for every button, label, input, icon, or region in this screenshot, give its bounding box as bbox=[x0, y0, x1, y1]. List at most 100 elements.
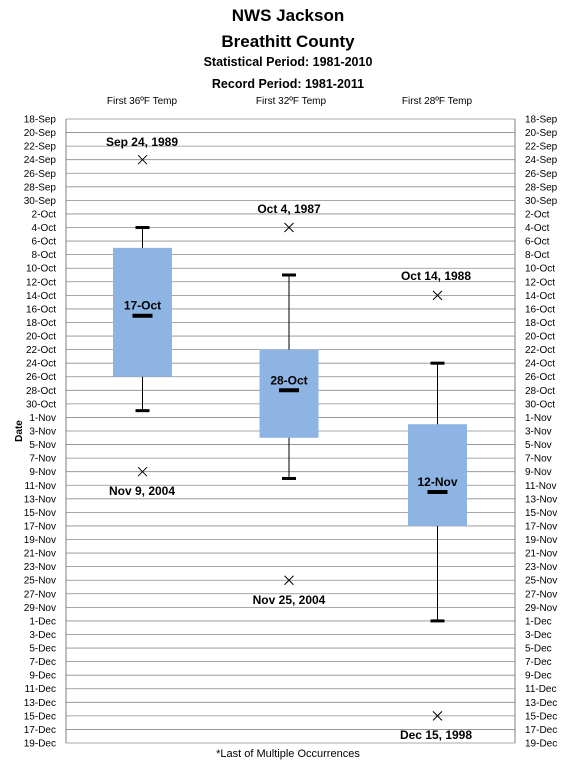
y-tick-label-right: 21-Nov bbox=[525, 549, 557, 560]
y-tick-label-left: 12-Oct bbox=[26, 277, 56, 288]
record-marker bbox=[137, 466, 148, 477]
y-tick-label-left: 3-Dec bbox=[29, 630, 56, 641]
y-tick-label-left: 10-Oct bbox=[26, 264, 56, 275]
y-tick-label-left: 17-Dec bbox=[24, 725, 56, 736]
y-tick-label-left: 20-Sep bbox=[24, 128, 57, 139]
y-tick-label-right: 7-Nov bbox=[525, 454, 552, 465]
y-tick-label-right: 10-Oct bbox=[525, 264, 555, 275]
y-tick-label-left: 13-Nov bbox=[24, 494, 56, 505]
y-tick-label-right: 20-Oct bbox=[525, 332, 555, 343]
y-tick-label-right: 9-Nov bbox=[525, 467, 552, 478]
y-tick-label-right: 16-Oct bbox=[525, 304, 555, 315]
y-tick-label-right: 11-Nov bbox=[525, 481, 557, 492]
y-tick-label-left: 24-Sep bbox=[24, 155, 57, 166]
y-tick-label-right: 22-Sep bbox=[525, 142, 558, 153]
y-tick-label-right: 29-Nov bbox=[525, 603, 557, 614]
category-label-36f: First 36ºF Temp bbox=[106, 96, 178, 107]
y-tick-label-right: 26-Sep bbox=[525, 169, 558, 180]
median-label: 28-Oct bbox=[270, 373, 307, 387]
y-tick-label-right: 14-Oct bbox=[525, 291, 555, 302]
y-tick-label-right: 23-Nov bbox=[525, 562, 557, 573]
y-tick-label-right: 13-Dec bbox=[525, 698, 557, 709]
y-tick-label-left: 3-Nov bbox=[29, 427, 56, 438]
iqr-box bbox=[113, 247, 172, 377]
record-annotation: Nov 9, 2004 bbox=[109, 484, 175, 498]
y-tick-label-right: 3-Dec bbox=[525, 630, 552, 641]
record-annotation: Sep 24, 1989 bbox=[106, 135, 178, 149]
y-tick-label-left: 30-Sep bbox=[24, 196, 57, 207]
y-tick-label-left: 27-Nov bbox=[24, 589, 56, 600]
y-tick-label-left: 22-Sep bbox=[24, 142, 57, 153]
median-label: 12-Nov bbox=[417, 475, 457, 489]
y-tick-label-right: 7-Dec bbox=[525, 657, 552, 668]
y-tick-label-right: 17-Dec bbox=[525, 725, 557, 736]
y-tick-label-left: 22-Oct bbox=[26, 345, 56, 356]
y-tick-label-right: 19-Nov bbox=[525, 535, 557, 546]
record-annotation: Oct 4, 1987 bbox=[257, 202, 321, 216]
y-tick-label-right: 30-Sep bbox=[525, 196, 558, 207]
y-tick-label-left: 1-Dec bbox=[29, 616, 56, 627]
iqr-box bbox=[408, 424, 467, 526]
y-tick-label-left: 14-Oct bbox=[26, 291, 56, 302]
y-tick-label-right: 30-Oct bbox=[525, 399, 555, 410]
y-tick-label-right: 15-Dec bbox=[525, 711, 557, 722]
y-tick-label-left: 17-Nov bbox=[24, 521, 56, 532]
y-tick-label-left: 8-Oct bbox=[32, 250, 57, 261]
y-tick-label-left: 19-Nov bbox=[24, 535, 56, 546]
y-tick-label-left: 9-Dec bbox=[29, 671, 56, 682]
y-tick-label-left: 18-Sep bbox=[24, 115, 57, 126]
y-tick-label-right: 8-Oct bbox=[525, 250, 550, 261]
y-tick-label-right: 18-Oct bbox=[525, 318, 555, 329]
y-tick-label-left: 15-Dec bbox=[24, 711, 56, 722]
y-tick-label-left: 5-Dec bbox=[29, 644, 56, 655]
y-tick-label-right: 5-Dec bbox=[525, 644, 552, 655]
record-annotation: Oct 14, 1988 bbox=[401, 269, 471, 283]
y-tick-label-left: 21-Nov bbox=[24, 549, 56, 560]
y-tick-label-right: 24-Oct bbox=[525, 359, 555, 370]
record-marker bbox=[137, 154, 148, 165]
footnote: *Last of Multiple Occurrences bbox=[216, 748, 360, 760]
y-tick-label-right: 28-Oct bbox=[525, 386, 555, 397]
y-tick-label-right: 6-Oct bbox=[525, 237, 550, 248]
y-tick-label-right: 3-Nov bbox=[525, 427, 552, 438]
y-tick-label-right: 27-Nov bbox=[525, 589, 557, 600]
y-tick-label-left: 16-Oct bbox=[26, 304, 56, 315]
statistical-period: Statistical Period: 1981-2010 bbox=[203, 55, 373, 69]
y-tick-label-left: 26-Sep bbox=[24, 169, 57, 180]
y-tick-label-right: 1-Dec bbox=[525, 616, 552, 627]
y-tick-label-left: 19-Dec bbox=[24, 739, 56, 750]
y-tick-label-left: 9-Nov bbox=[29, 467, 56, 478]
y-tick-label-right: 4-Oct bbox=[525, 223, 550, 234]
y-tick-label-left: 24-Oct bbox=[26, 359, 56, 370]
y-tick-label-left: 18-Oct bbox=[26, 318, 56, 329]
y-tick-label-left: 11-Dec bbox=[25, 684, 57, 695]
y-tick-label-left: 20-Oct bbox=[26, 332, 56, 343]
y-tick-label-left: 15-Nov bbox=[24, 508, 56, 519]
chart-subtitle: Breathitt County bbox=[221, 32, 355, 51]
record-annotation: Dec 15, 1998 bbox=[400, 728, 472, 742]
y-tick-label-right: 2-Oct bbox=[525, 209, 550, 220]
y-tick-label-right: 13-Nov bbox=[525, 494, 557, 505]
y-axis-label: Date bbox=[14, 420, 25, 442]
y-tick-label-left: 23-Nov bbox=[24, 562, 56, 573]
y-tick-label-right: 1-Nov bbox=[525, 413, 552, 424]
category-label-32f: First 32ºF Temp bbox=[255, 96, 327, 107]
record-marker bbox=[284, 575, 294, 586]
y-tick-label-right: 24-Sep bbox=[525, 155, 558, 166]
y-tick-label-right: 9-Dec bbox=[525, 671, 552, 682]
record-marker bbox=[432, 711, 443, 721]
y-tick-label-left: 1-Nov bbox=[29, 413, 56, 424]
y-tick-label-right: 17-Nov bbox=[525, 521, 557, 532]
y-tick-label-right: 5-Nov bbox=[525, 440, 552, 451]
y-tick-label-left: 26-Oct bbox=[26, 372, 56, 383]
y-tick-label-right: 15-Nov bbox=[525, 508, 557, 519]
y-tick-label-left: 11-Nov bbox=[25, 481, 57, 492]
y-tick-label-left: 2-Oct bbox=[32, 209, 57, 220]
record-marker bbox=[284, 222, 294, 233]
y-tick-label-left: 30-Oct bbox=[26, 399, 56, 410]
y-tick-label-left: 5-Nov bbox=[29, 440, 56, 451]
y-tick-label-right: 18-Sep bbox=[525, 115, 558, 126]
record-period: Record Period: 1981-2011 bbox=[211, 77, 365, 91]
chart-title: NWS Jackson bbox=[231, 6, 345, 25]
